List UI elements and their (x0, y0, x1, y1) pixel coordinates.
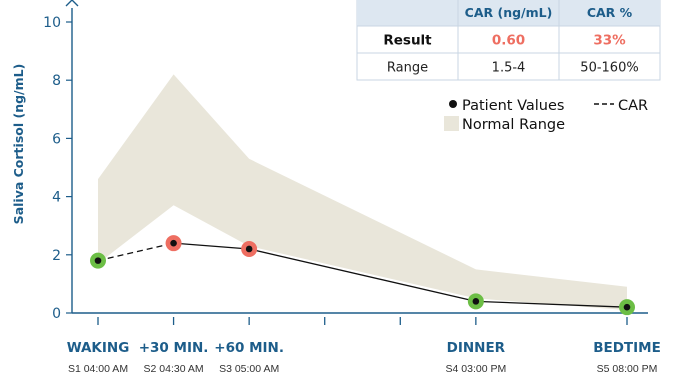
table-cell: 33% (593, 33, 626, 49)
x-category-sublabel: S5 08:00 PM (597, 363, 658, 375)
summary-table: CAR (ng/mL) CAR % Result 0.60 33% Range 1.5-4 5… (356, 0, 661, 81)
patient-line-segment (475, 300, 628, 308)
legend-patient-label: Patient Values (462, 98, 564, 114)
legend-car-label: CAR (618, 98, 648, 114)
table-header-cell: CAR % (587, 5, 633, 20)
y-axis-title: Saliva Cortisol (ng/mL) (11, 64, 26, 225)
y-tick-label: 6 (52, 131, 61, 147)
x-category-label: WAKING (67, 340, 130, 356)
patient-line-segment (173, 242, 250, 250)
x-category-sublabel: S1 04:00 AM (68, 363, 128, 375)
normal-range-band (98, 74, 627, 311)
patient-points-layer (90, 235, 635, 316)
x-category-sublabel: S3 05:00 AM (219, 363, 279, 375)
axes-layer: 0 2 4 6 8 10 Saliva Cortisol (ng/mL) (11, 0, 648, 325)
x-category-sublabel: S4 03:00 PM (446, 363, 507, 375)
y-tick-label: 10 (43, 15, 61, 31)
y-axis-arrow-icon (65, 0, 79, 7)
normal-range-layer (98, 74, 627, 311)
x-category-sublabel: S2 04:30 AM (144, 363, 204, 375)
patient-point (472, 298, 480, 305)
x-category-label: +30 MIN. (139, 340, 209, 356)
table-row-label: Result (383, 33, 432, 49)
patient-lines-layer (97, 242, 628, 308)
y-tick-label: 2 (52, 248, 61, 264)
y-tick-label: 4 (52, 190, 61, 206)
table-cell: 1.5-4 (492, 61, 526, 76)
x-category-label: BEDTIME (593, 340, 661, 356)
patient-line-segment (248, 248, 477, 302)
table-cell: 50-160% (580, 61, 638, 76)
table-row-label: Range (387, 61, 428, 76)
y-tick-label: 8 (52, 73, 61, 89)
patient-point (94, 257, 102, 264)
chart-legend: Patient Values CAR Normal Range (444, 98, 648, 133)
legend-range-label: Normal Range (462, 117, 565, 133)
table-header-cell: CAR (ng/mL) (465, 5, 553, 20)
patient-point (170, 239, 177, 247)
legend-range-swatch (444, 116, 459, 131)
table-cell: 0.60 (492, 33, 525, 49)
legend-patient-marker (449, 100, 457, 108)
x-category-label: DINNER (447, 340, 506, 356)
patient-point (623, 303, 631, 311)
y-tick-label: 0 (52, 306, 61, 322)
table-header-bg (357, 0, 660, 26)
patient-point (245, 245, 253, 253)
car-line-segment (97, 242, 174, 262)
x-labels-layer: WAKING S1 04:00 AM +30 MIN. S2 04:30 AM +60 … (67, 340, 661, 375)
x-category-label: +60 MIN. (214, 340, 284, 356)
